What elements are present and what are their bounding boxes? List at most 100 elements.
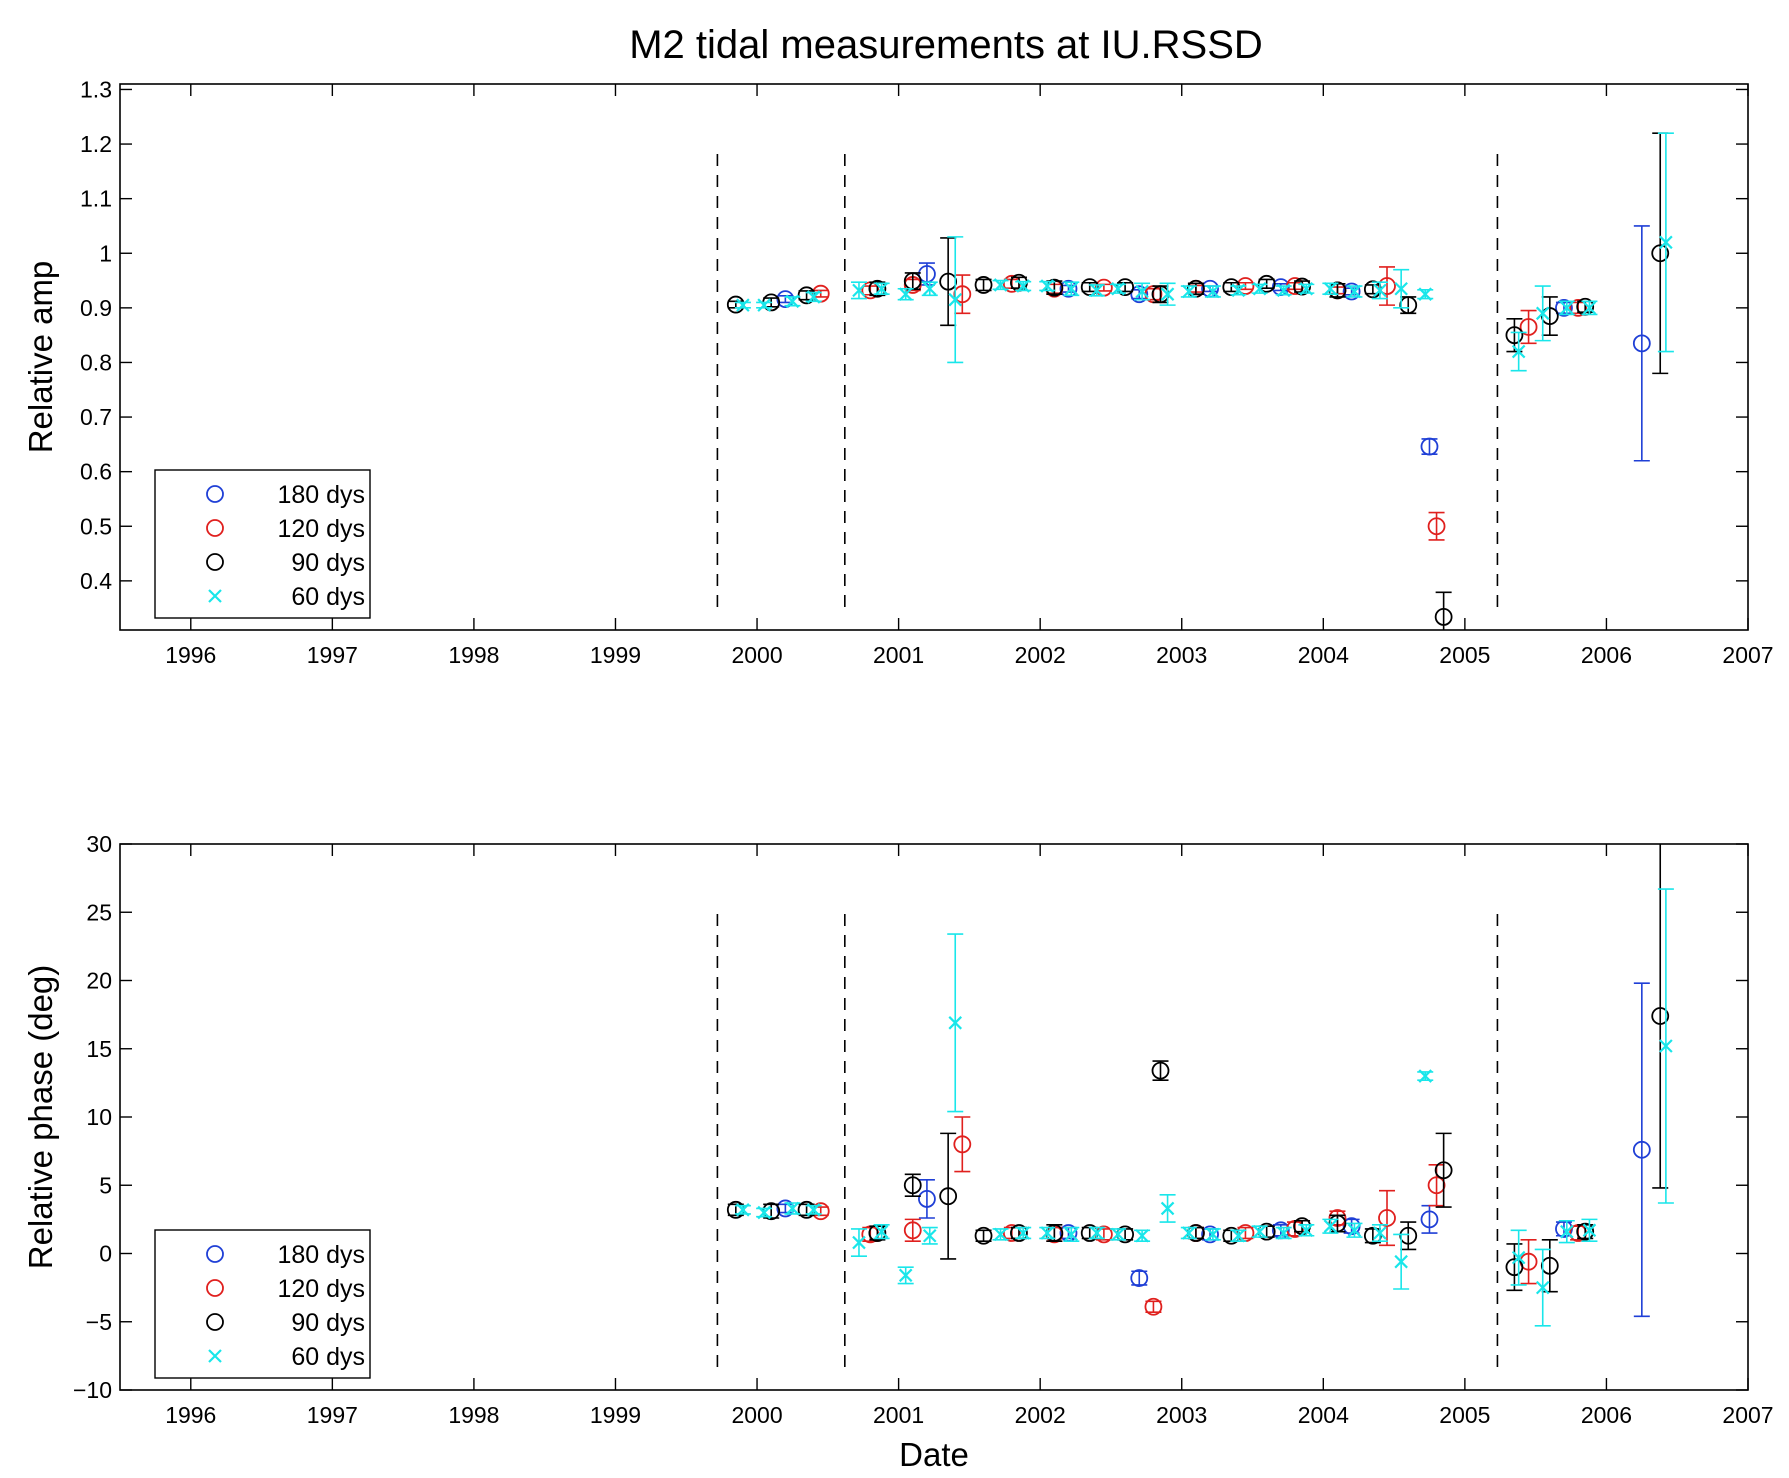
- data-point-x: [757, 1205, 771, 1220]
- x-tick-label: 2001: [873, 1402, 924, 1428]
- data-point-x: [852, 1235, 866, 1250]
- data-point-x: [1560, 1224, 1574, 1239]
- data-point-circle: [1569, 298, 1588, 317]
- data-point-x: [922, 1228, 937, 1243]
- data-point-circle: [1399, 296, 1418, 315]
- data-point-x: [1511, 344, 1526, 359]
- x-tick-label: 2005: [1439, 642, 1490, 668]
- data-point-circle: [1576, 1222, 1595, 1241]
- data-point-circle: [1651, 1007, 1670, 1025]
- x-tick-label: 2004: [1298, 1402, 1349, 1428]
- legend-marker-x: [208, 1349, 222, 1363]
- data-point-circle: [1651, 244, 1670, 263]
- legend-marker-x: [208, 589, 222, 603]
- y-tick-label: 1.3: [80, 76, 112, 102]
- data-point-x: [1231, 283, 1246, 298]
- x-tick-label: 1997: [307, 642, 358, 668]
- data-point-x: [1418, 287, 1433, 301]
- data-point-x: [1582, 1223, 1597, 1238]
- data-point-x: [898, 1268, 913, 1283]
- data-point-x: [1323, 1219, 1338, 1233]
- data-point-circle: [974, 276, 993, 294]
- data-point-x: [1373, 1226, 1387, 1240]
- x-tick-label: 1998: [448, 1402, 499, 1428]
- data-point-x: [874, 281, 889, 296]
- y-axis-label: Relative phase (deg): [22, 965, 59, 1270]
- data-point-x: [1347, 284, 1362, 299]
- data-point-circle: [1555, 298, 1573, 317]
- x-tick-label: 2004: [1298, 642, 1349, 668]
- data-point-circle: [974, 1226, 993, 1245]
- data-point-x: [874, 1224, 889, 1239]
- data-point-x: [736, 298, 750, 312]
- data-point-circle: [1201, 1225, 1219, 1244]
- data-point-x: [1299, 281, 1314, 296]
- amplitude-panel: 1996 1997 1998 1999 2000 2001 2002 2003 2004 2005…: [22, 76, 1774, 668]
- data-point-circle: [1420, 437, 1439, 456]
- data-point-x: [1659, 1039, 1673, 1053]
- data-point-x: [1040, 279, 1055, 293]
- data-point-circle: [1293, 277, 1311, 296]
- x-tick-label: 2000: [731, 1402, 782, 1428]
- data-point-circle: [953, 285, 972, 304]
- plot-area: [119, 83, 1749, 631]
- data-point-x: [993, 278, 1008, 292]
- y-tick-label: 0.9: [80, 295, 112, 321]
- data-point-circle: [1399, 1226, 1418, 1245]
- legend-box: [154, 1229, 371, 1379]
- data-point-circle: [1151, 1061, 1170, 1080]
- data-point-x: [1560, 301, 1574, 315]
- data-point-x: [1276, 1226, 1291, 1240]
- data-point-circle: [1632, 1140, 1651, 1159]
- data-point-circle: [1519, 318, 1538, 336]
- legend-marker-circle: [206, 1313, 224, 1331]
- data-point-x: [1064, 281, 1079, 296]
- y-tick-label: −5: [86, 1309, 112, 1335]
- data-point-x: [1582, 301, 1597, 315]
- x-tick-label: 2006: [1581, 642, 1632, 668]
- y-tick-label: 0: [99, 1241, 112, 1267]
- y-tick-label: 30: [86, 831, 112, 857]
- x-tick-label: 1998: [448, 642, 499, 668]
- data-point-x: [785, 1201, 800, 1216]
- data-point-x: [1135, 1228, 1149, 1243]
- x-tick-label: 2001: [873, 642, 924, 668]
- x-tick-label: 2007: [1722, 642, 1773, 668]
- y-tick-label: 1.2: [80, 131, 112, 157]
- data-point-x: [1090, 1226, 1104, 1240]
- data-point-circle: [939, 272, 958, 291]
- data-point-circle: [1328, 1214, 1347, 1233]
- y-tick-label: 10: [86, 1104, 112, 1130]
- data-point-circle: [1378, 277, 1396, 295]
- legend-label: 90 dys: [291, 1309, 365, 1337]
- x-tick-label: 2006: [1581, 1402, 1632, 1428]
- data-point-x: [1252, 1224, 1267, 1239]
- legend-marker-circle: [206, 1279, 224, 1297]
- data-point-x: [1418, 1069, 1433, 1083]
- data-point-x: [1299, 1223, 1314, 1238]
- data-point-circle: [1130, 285, 1149, 304]
- x-axis-label: Date: [899, 1436, 969, 1473]
- x-tick-label: 2000: [731, 642, 782, 668]
- data-point-circle: [918, 1190, 936, 1208]
- data-point-x: [1535, 1280, 1550, 1295]
- phase-panel: 1996 1997 1998 1999 2000 2001 2002 2003 2004 2005…: [22, 831, 1774, 1473]
- data-point-circle: [1363, 1226, 1382, 1245]
- data-point-x: [1182, 1226, 1196, 1240]
- data-point-x: [852, 283, 866, 298]
- data-point-x: [1394, 281, 1408, 296]
- data-point-circle: [1434, 1161, 1453, 1180]
- y-tick-label: 0.5: [80, 513, 112, 539]
- legend-marker-circle: [206, 485, 224, 503]
- x-tick-label: 2002: [1015, 642, 1066, 668]
- legend-label: 120 dys: [277, 1275, 365, 1303]
- y-tick-label: 0.6: [80, 459, 112, 485]
- data-point-x: [1511, 1250, 1526, 1265]
- data-point-x: [1182, 284, 1196, 299]
- data-point-x: [1064, 1227, 1079, 1242]
- legend-marker-circle: [206, 1245, 224, 1263]
- data-point-circle: [868, 279, 887, 298]
- data-point-circle: [1540, 307, 1559, 325]
- legend-label: 60 dys: [291, 583, 365, 611]
- x-tick-label: 1996: [165, 642, 216, 668]
